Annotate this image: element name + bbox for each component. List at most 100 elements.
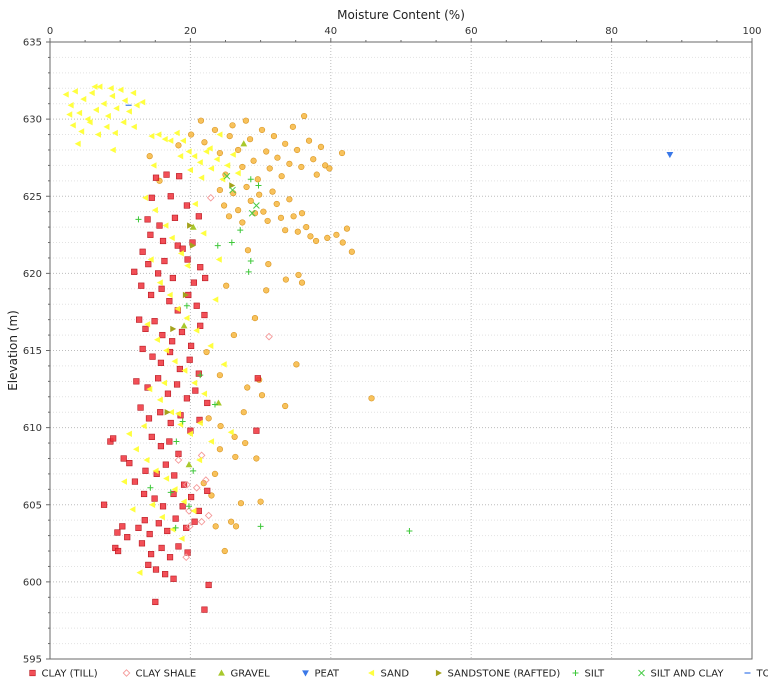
point-clay-till bbox=[172, 515, 179, 522]
point-gravel bbox=[189, 223, 197, 230]
point-clay bbox=[216, 186, 223, 194]
point-clay bbox=[220, 202, 228, 209]
legend-item-topsoil: TOPSOIL bbox=[744, 669, 768, 680]
point-sand bbox=[129, 506, 136, 513]
point-sand bbox=[163, 475, 170, 482]
point-clay bbox=[242, 117, 249, 124]
point-clay bbox=[230, 331, 238, 339]
point-clay-till bbox=[161, 257, 168, 265]
point-clay-till bbox=[141, 517, 148, 524]
point-sand bbox=[146, 385, 153, 393]
point-clay-till bbox=[140, 490, 148, 498]
point-silt bbox=[245, 268, 252, 275]
legend-marker-sand bbox=[368, 669, 375, 677]
legend-item-clay-shale: CLAY SHALE bbox=[122, 669, 196, 680]
point-clay bbox=[221, 547, 228, 555]
point-silt bbox=[255, 182, 262, 189]
point-clay bbox=[324, 234, 331, 241]
point-sandstone-rafted bbox=[229, 182, 236, 189]
point-clay-till bbox=[147, 291, 155, 299]
point-sand bbox=[166, 291, 173, 299]
y-axis: 595 600 605 610 615 620 625 630 635 bbox=[23, 38, 50, 666]
point-clay-till bbox=[157, 443, 165, 450]
point-clay bbox=[282, 227, 289, 234]
point-clay bbox=[211, 470, 219, 478]
point-clay-till bbox=[178, 328, 186, 336]
legend-marker-sandstone-rafted bbox=[435, 669, 442, 677]
x-tick-label: 60 bbox=[465, 26, 478, 37]
legend-label: CLAY (TILL) bbox=[42, 669, 98, 680]
point-clay-shale bbox=[202, 476, 210, 484]
point-clay-till bbox=[166, 554, 174, 561]
legend-label: SAND bbox=[381, 669, 410, 680]
y-tick-label: 595 bbox=[23, 655, 42, 666]
legend-marker-silt bbox=[572, 670, 579, 676]
point-sand bbox=[180, 498, 187, 505]
point-sand bbox=[161, 135, 168, 143]
point-sand bbox=[88, 89, 95, 97]
point-sand bbox=[183, 314, 190, 322]
point-clay-till bbox=[139, 345, 146, 353]
legend-label: TOPSOIL bbox=[756, 669, 768, 680]
point-clay-till bbox=[205, 581, 212, 589]
point-clay-shale bbox=[174, 456, 183, 464]
x-tick-label: 0 bbox=[47, 26, 53, 37]
point-sand bbox=[224, 162, 231, 169]
point-clay-till bbox=[159, 331, 166, 339]
point-clay bbox=[286, 196, 293, 203]
point-clay-till bbox=[201, 606, 208, 613]
point-silt-and-clay bbox=[223, 172, 231, 180]
point-gravel bbox=[185, 461, 193, 468]
point-silt bbox=[173, 438, 180, 445]
x-tick-label: 40 bbox=[324, 26, 337, 37]
point-clay-till bbox=[175, 543, 182, 550]
point-sand bbox=[171, 358, 178, 365]
point-clay bbox=[247, 197, 254, 204]
point-clay-shale bbox=[265, 332, 273, 341]
point-sand bbox=[191, 379, 198, 387]
point-clay-shale bbox=[206, 193, 215, 202]
point-clay-till bbox=[157, 409, 164, 416]
point-clay-till bbox=[191, 518, 198, 525]
point-sand bbox=[169, 526, 176, 533]
point-sand bbox=[91, 83, 98, 90]
point-clay-till bbox=[151, 495, 158, 502]
point-sand bbox=[117, 86, 124, 94]
point-silt bbox=[247, 258, 254, 265]
point-clay bbox=[264, 217, 271, 225]
point-clay-till bbox=[167, 193, 174, 200]
point-clay bbox=[317, 143, 325, 150]
point-sand bbox=[196, 419, 203, 427]
point-clay-shale bbox=[197, 517, 206, 526]
point-sand bbox=[109, 92, 116, 100]
point-clay-till bbox=[135, 524, 142, 531]
point-clay-till bbox=[145, 261, 152, 268]
point-sand bbox=[103, 123, 110, 131]
point-clay bbox=[244, 384, 251, 391]
point-sand bbox=[208, 438, 215, 445]
point-clay-till bbox=[175, 450, 182, 457]
point-clay-till bbox=[138, 540, 146, 547]
point-clay bbox=[338, 149, 346, 157]
point-sand bbox=[100, 100, 107, 107]
point-clay-till bbox=[133, 378, 140, 385]
point-sand bbox=[109, 146, 116, 154]
point-clay-till bbox=[176, 365, 183, 373]
point-clay bbox=[293, 361, 300, 368]
point-clay-till bbox=[167, 419, 174, 427]
point-clay-till bbox=[137, 404, 144, 411]
point-clay bbox=[246, 136, 254, 143]
series-sandstone-rafted bbox=[164, 182, 236, 416]
point-clay bbox=[253, 455, 260, 462]
point-clay-till bbox=[142, 325, 149, 333]
point-sand bbox=[66, 111, 73, 118]
point-sand bbox=[191, 152, 198, 160]
series-clay-shale bbox=[174, 193, 273, 562]
point-sand bbox=[168, 234, 175, 242]
point-silt-and-clay bbox=[229, 186, 236, 194]
point-clay-till bbox=[179, 245, 186, 252]
point-sand bbox=[80, 95, 87, 103]
point-silt bbox=[247, 176, 254, 183]
point-clay bbox=[294, 228, 301, 235]
point-clay-till bbox=[171, 472, 178, 479]
